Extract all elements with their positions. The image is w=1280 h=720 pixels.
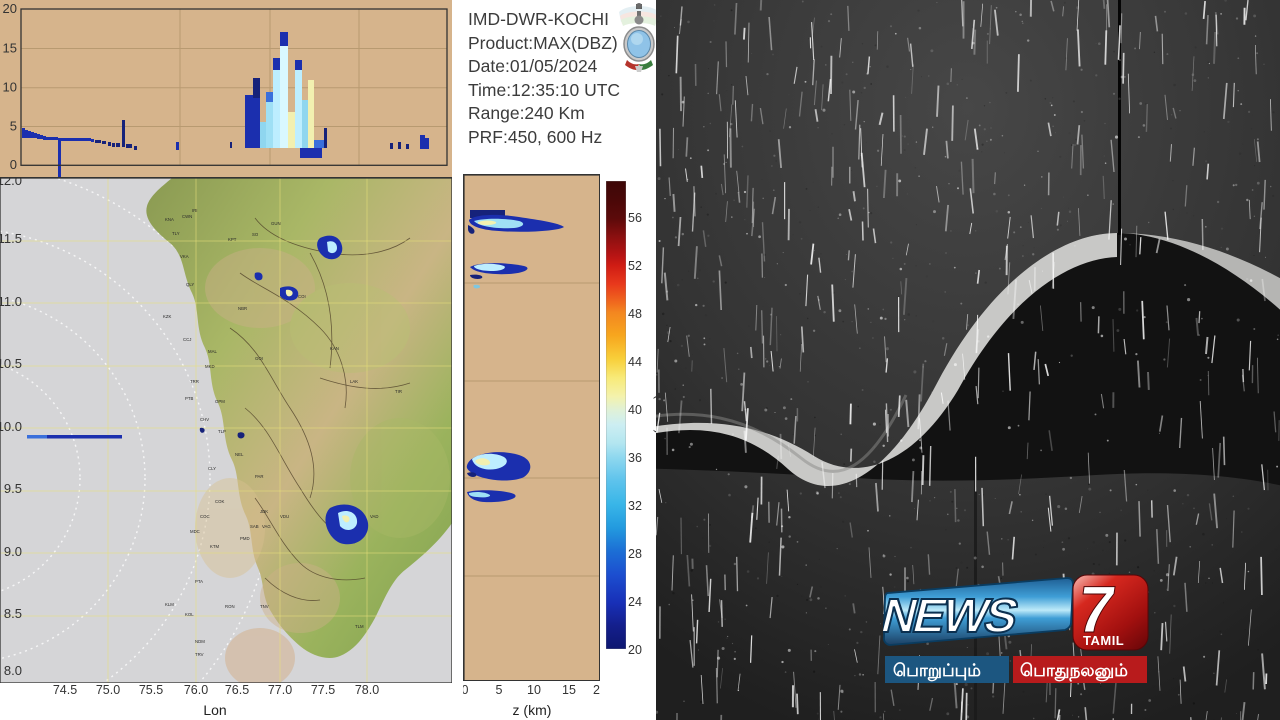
svg-text:KZK: KZK	[163, 314, 171, 319]
svg-text:OPM: OPM	[215, 399, 225, 404]
svg-text:VDU: VDU	[280, 514, 289, 519]
svg-text:TLM: TLM	[355, 624, 364, 629]
svg-text:11.0: 11.0	[0, 294, 22, 309]
svg-text:75.0: 75.0	[96, 683, 120, 697]
svg-text:QLY: QLY	[186, 282, 194, 287]
svg-text:78.0: 78.0	[355, 683, 379, 697]
svg-text:74.5: 74.5	[53, 683, 77, 697]
svg-text:8.0: 8.0	[4, 663, 22, 678]
svg-text:10.0: 10.0	[0, 419, 22, 434]
svg-text:5: 5	[10, 119, 17, 134]
svg-text:TRR: TRR	[190, 379, 199, 384]
svg-text:20: 20	[3, 1, 17, 16]
svg-text:0: 0	[10, 157, 17, 172]
svg-text:NEL: NEL	[235, 452, 244, 457]
svg-text:TLP: TLP	[218, 429, 226, 434]
svg-text:75.5: 75.5	[139, 683, 163, 697]
svg-text:z (km): z (km)	[513, 702, 552, 718]
svg-text:SAB: SAB	[250, 524, 259, 529]
svg-text:PTA: PTA	[195, 579, 203, 584]
svg-text:15: 15	[3, 41, 17, 56]
svg-text:பொதுநலனும்: பொதுநலனும்	[1020, 661, 1128, 681]
svg-text:12.0: 12.0	[0, 177, 22, 188]
svg-text:77.0: 77.0	[268, 683, 292, 697]
svg-text:Lon: Lon	[203, 702, 226, 718]
svg-text:5: 5	[496, 683, 503, 697]
svg-text:CCJ: CCJ	[183, 337, 191, 342]
svg-text:COK: COK	[215, 499, 224, 504]
svg-text:COI: COI	[298, 294, 306, 299]
svg-text:MAL: MAL	[208, 349, 217, 354]
svg-text:TAMIL: TAMIL	[1083, 633, 1124, 648]
svg-text:76.5: 76.5	[225, 683, 249, 697]
svg-text:TLY: TLY	[172, 231, 180, 236]
svg-text:PMD: PMD	[240, 536, 250, 541]
svg-text:பொறுப்பும்: பொறுப்பும்	[893, 661, 981, 681]
svg-text:KNA: KNA	[165, 217, 174, 222]
svg-text:IRI: IRI	[192, 208, 198, 213]
svg-text:KOL: KOL	[185, 612, 194, 617]
svg-text:RON: RON	[225, 604, 235, 609]
svg-text:MDC: MDC	[190, 529, 200, 534]
svg-text:VKA: VKA	[180, 254, 189, 259]
svg-text:CHV: CHV	[200, 417, 209, 422]
svg-text:9.5: 9.5	[4, 481, 22, 496]
svg-text:KLM: KLM	[165, 602, 174, 607]
svg-text:TRV: TRV	[195, 652, 204, 657]
svg-text:10.5: 10.5	[0, 356, 22, 371]
svg-text:LAK: LAK	[350, 379, 358, 384]
svg-text:COC: COC	[200, 514, 210, 519]
svg-text:10: 10	[527, 683, 541, 697]
svg-text:0: 0	[463, 683, 469, 697]
svg-text:KTM: KTM	[210, 544, 219, 549]
svg-text:8.5: 8.5	[4, 606, 22, 621]
svg-text:NBR: NBR	[238, 306, 247, 311]
svg-text:10: 10	[3, 80, 17, 95]
svg-text:GUN: GUN	[271, 221, 281, 226]
svg-text:PTB: PTB	[185, 396, 193, 401]
svg-text:20: 20	[593, 683, 600, 697]
svg-text:KAN: KAN	[330, 346, 339, 351]
svg-text:76.0: 76.0	[184, 683, 208, 697]
svg-text:9.0: 9.0	[4, 544, 22, 559]
svg-text:CWN: CWN	[182, 214, 192, 219]
svg-text:VAD: VAD	[370, 514, 379, 519]
svg-text:77.5: 77.5	[311, 683, 335, 697]
svg-text:JDK: JDK	[260, 509, 268, 514]
svg-text:PAR: PAR	[255, 474, 264, 479]
svg-text:VAG: VAG	[262, 524, 271, 529]
svg-text:MKD: MKD	[205, 364, 215, 369]
svg-text:NDM: NDM	[195, 639, 205, 644]
svg-text:TNV: TNV	[260, 604, 269, 609]
svg-text:SO: SO	[252, 232, 259, 237]
svg-text:15: 15	[562, 683, 576, 697]
svg-text:11.5: 11.5	[0, 231, 22, 246]
svg-text:KPT: KPT	[228, 237, 237, 242]
svg-text:CLY: CLY	[208, 466, 216, 471]
svg-text:NEWS: NEWS	[883, 590, 1023, 643]
svg-text:TIR: TIR	[395, 389, 402, 394]
svg-text:GOI: GOI	[255, 356, 263, 361]
